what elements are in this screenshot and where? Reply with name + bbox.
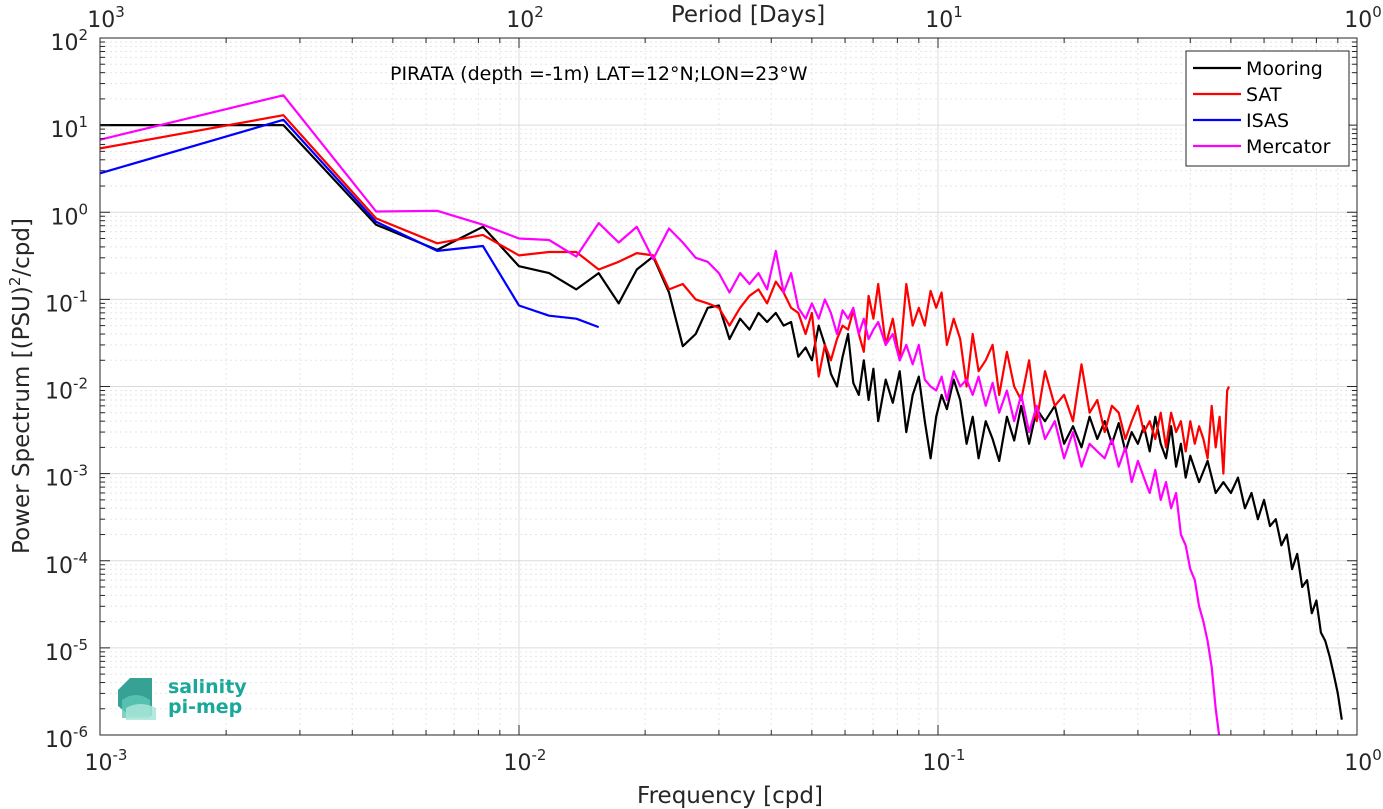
legend-label-sat: SAT (1246, 84, 1282, 106)
legend-label-mooring: Mooring (1246, 58, 1323, 80)
y-tick-label: 10-2 (45, 375, 88, 405)
series-layer (100, 94, 1343, 735)
y-tick-label: 101 (50, 113, 88, 143)
y-tick-label: 10-6 (45, 723, 88, 753)
y-tick-label: 10-5 (45, 636, 88, 666)
x-tick-label: 10-3 (85, 746, 128, 776)
logo-mark-wave2 (126, 704, 156, 720)
x2-tick-label: 103 (87, 3, 125, 33)
y-axis-label: Power Spectrum [(PSU)2/cpd] (6, 218, 35, 554)
series-line-mercator (100, 94, 1221, 735)
y-tick-labels: 10-6 10-5 10-4 10-3 10-2 10-1 100 101 102 (45, 26, 88, 753)
y-tick-label: 10-1 (45, 287, 88, 317)
x2-tick-label: 100 (1344, 3, 1382, 33)
x-tick-labels: 10-3 10-2 10-1 100 (85, 746, 1382, 776)
series-line-isas (100, 118, 600, 329)
chart-title: PIRATA (depth =-1m) LAT=12°N;LON=23°W (390, 63, 808, 85)
salinity-pimep-logo: salinity pi-mep (118, 676, 247, 720)
y-tick-label: 100 (50, 200, 88, 230)
legend-label-isas: ISAS (1246, 110, 1289, 132)
x2-tick-labels: 103 102 101 100 (87, 3, 1382, 33)
tick-marks (99, 38, 1357, 736)
x2-axis-label: Period [Days] (671, 2, 825, 28)
x2-tick-label: 102 (506, 3, 544, 33)
series-line-sat (100, 114, 1231, 475)
logo-text-salinity: salinity (168, 676, 247, 698)
logo-text-pimep: pi-mep (168, 696, 242, 718)
legend: Mooring SAT ISAS Mercator (1185, 50, 1350, 167)
legend-label-mercator: Mercator (1246, 136, 1331, 158)
y-tick-label: 10-4 (45, 549, 88, 579)
y-tick-label: 10-3 (45, 462, 88, 492)
x-axis-label: Frequency [cpd] (637, 783, 823, 809)
y-tick-label: 102 (50, 26, 88, 56)
x-tick-label: 100 (1344, 746, 1382, 776)
x-tick-label: 10-2 (504, 746, 547, 776)
x-tick-label: 10-1 (923, 746, 966, 776)
x2-tick-label: 101 (925, 3, 963, 33)
series-line-mooring (100, 124, 1343, 720)
